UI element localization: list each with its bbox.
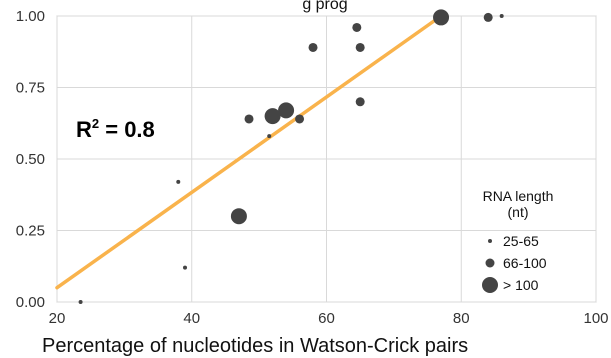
data-point	[230, 208, 247, 225]
y-tick-label: 1.00	[16, 8, 45, 25]
chart-title: g prog	[302, 0, 347, 13]
legend-label: 25-65	[503, 233, 539, 249]
legend-label: > 100	[503, 277, 539, 293]
legend-entries: 25-65 66-100 > 100	[482, 233, 547, 293]
data-point	[483, 12, 493, 22]
y-tick-labels: 0.00 0.25 0.50 0.75 1.00	[16, 8, 45, 311]
r-squared-value: = 0.8	[99, 117, 155, 142]
data-point	[78, 300, 83, 304]
x-tick-label: 100	[583, 310, 608, 327]
trendline-group	[55, 14, 443, 290]
grid	[56, 15, 597, 303]
legend-marker	[488, 239, 492, 243]
data-point	[352, 22, 362, 32]
r-squared-base: R	[76, 117, 92, 142]
r-squared-annotation: R2 = 0.8	[76, 116, 155, 142]
data-point	[355, 42, 365, 52]
y-tick-label: 0.75	[16, 80, 45, 97]
data-point	[355, 97, 365, 107]
legend: RNA length (nt) 25-65 66-100 > 100	[482, 188, 553, 293]
x-tick-label: 40	[183, 310, 200, 327]
x-tick-label: 60	[318, 310, 335, 327]
legend-title-line1: RNA length	[483, 188, 554, 204]
r-squared-superscript: 2	[92, 116, 99, 131]
data-point	[244, 114, 254, 124]
points-group	[78, 9, 504, 304]
x-tick-label: 80	[453, 310, 470, 327]
data-point	[267, 134, 272, 139]
legend-title-line2: (nt)	[508, 204, 529, 220]
data-point	[295, 114, 305, 124]
data-point	[499, 14, 504, 18]
y-tick-label: 0.25	[16, 223, 45, 240]
x-tick-label: 20	[49, 310, 66, 327]
trendline	[55, 14, 443, 290]
data-point	[308, 42, 318, 52]
x-tick-labels: 20 40 60 80 100	[49, 310, 609, 327]
data-point	[176, 179, 181, 184]
data-point	[264, 108, 281, 125]
x-axis-label: Percentage of nucleotides in Watson-Cric…	[42, 335, 468, 357]
data-point	[278, 102, 295, 119]
legend-marker	[485, 258, 495, 268]
y-tick-label: 0.50	[16, 151, 45, 168]
data-point	[433, 9, 450, 26]
data-point	[183, 265, 188, 270]
legend-label: 66-100	[503, 255, 547, 271]
legend-marker	[482, 277, 498, 293]
y-tick-label: 0.00	[16, 294, 45, 311]
